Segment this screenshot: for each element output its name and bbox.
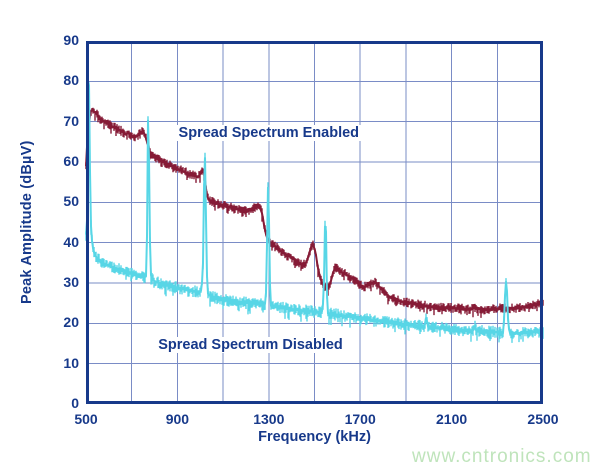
series-label-enabled: Spread Spectrum Enabled [173,124,365,141]
plot-border [86,41,543,404]
x-tick-label: 900 [165,411,190,427]
y-axis-title: Peak Amplitude (dBµV) [19,140,35,305]
y-tick-label: 30 [63,274,79,290]
y-tick-label: 60 [63,153,79,169]
x-axis-title: Frequency (kHz) [258,429,371,445]
x-tick-label: 500 [74,411,98,427]
x-tick-label: 2100 [436,411,468,427]
series-trace-enabled [85,101,544,311]
y-tick-label: 20 [63,314,79,331]
y-tick-label: 0 [71,395,79,411]
x-tick-label: 1700 [344,411,376,427]
y-tick-label: 80 [63,72,79,89]
y-tick-label: 10 [63,354,79,371]
x-tick-label: 2500 [527,411,559,427]
plot-area [85,41,544,404]
y-tick-label: 40 [63,233,79,250]
series-label-disabled: Spread Spectrum Disabled [153,337,348,354]
y-tick-label: 70 [63,112,79,129]
y-tick-label: 90 [63,32,79,48]
series-trace-disabled [85,84,544,335]
x-tick-label: 1300 [253,411,285,427]
y-tick-label: 50 [63,193,79,210]
watermark-text: www.cntronics.com [412,446,592,467]
